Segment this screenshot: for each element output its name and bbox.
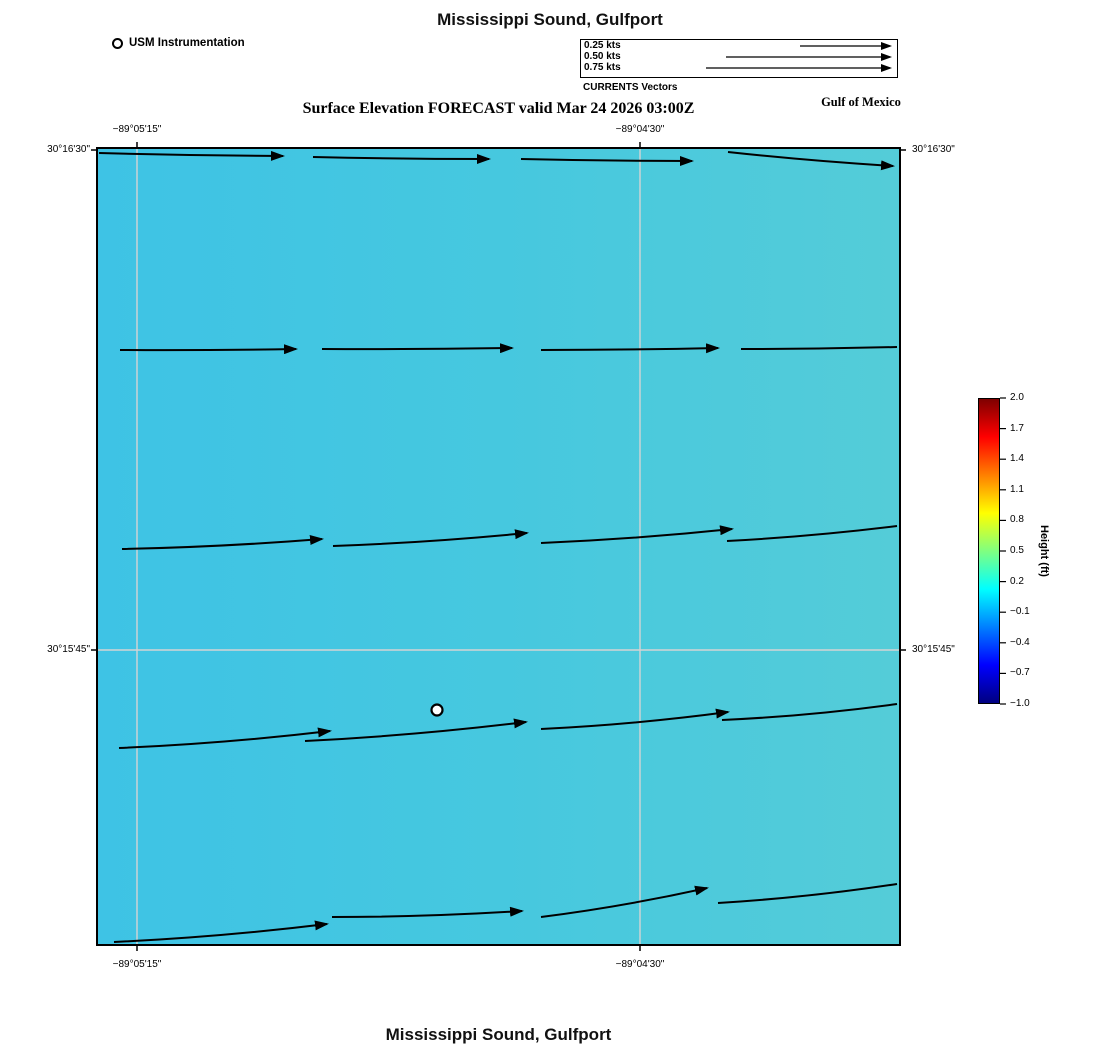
map-water-fill bbox=[97, 148, 900, 945]
station-marker-icon bbox=[112, 37, 123, 49]
current-vector-arrow bbox=[717, 883, 898, 904]
current-vector-arrow bbox=[540, 343, 720, 354]
current-vector-arrow bbox=[98, 150, 285, 161]
map-frame bbox=[96, 147, 901, 946]
current-vector-arrow bbox=[304, 718, 528, 742]
axis-tick-label-bottom: −89°04'30" bbox=[615, 959, 665, 970]
map-title-top: Mississippi Sound, Gulfport bbox=[437, 10, 663, 29]
colorbar-tick-label: −0.1 bbox=[1010, 606, 1030, 618]
station-marker bbox=[430, 703, 444, 717]
current-vector-arrow bbox=[312, 153, 491, 164]
current-vector-arrow bbox=[119, 344, 298, 355]
forecast-subtitle: Surface Elevation FORECAST valid Mar 24 … bbox=[302, 100, 695, 117]
map-title-bottom: Mississippi Sound, Gulfport bbox=[385, 1025, 612, 1044]
colorbar-tick-label: 0.8 bbox=[1010, 514, 1024, 526]
current-vector-arrow bbox=[540, 708, 730, 730]
colorbar-tick-label: 2.0 bbox=[1010, 392, 1024, 403]
colorbar-tick-label: 0.5 bbox=[1010, 545, 1024, 556]
vector-legend-title: CURRENTS Vectors bbox=[583, 82, 678, 93]
current-vector-arrow bbox=[740, 346, 898, 350]
colorbar-tick-label: −1.0 bbox=[1010, 698, 1030, 709]
axis-tick-label-right: 30°15'45" bbox=[912, 644, 955, 655]
vector-legend-entry-label: 0.50 kts bbox=[584, 51, 621, 62]
vector-legend-box bbox=[580, 39, 898, 78]
axis-tick-label-bottom: −89°05'15" bbox=[112, 959, 162, 970]
colorbar-axis-label: Height (ft) bbox=[1038, 525, 1050, 577]
current-vector-arrow bbox=[520, 155, 694, 166]
axis-tick-label-top: −89°04'30" bbox=[615, 124, 665, 135]
station-legend: USM Instrumentation bbox=[112, 37, 245, 49]
colorbar-tick-label: 1.4 bbox=[1010, 453, 1024, 465]
current-vector-arrow bbox=[113, 920, 329, 943]
current-vector-arrow bbox=[540, 525, 734, 544]
axis-tick-label-right: 30°16'30" bbox=[912, 144, 955, 155]
station-legend-label: USM Instrumentation bbox=[129, 37, 245, 49]
axis-tick-label-top: −89°05'15" bbox=[112, 124, 162, 135]
colorbar-tick-label: 0.2 bbox=[1010, 575, 1024, 587]
current-vector-arrow bbox=[331, 906, 524, 918]
colorbar-tick-label: −0.7 bbox=[1010, 667, 1030, 679]
colorbar-tick-label: 1.7 bbox=[1010, 422, 1024, 434]
current-vector-arrow bbox=[321, 343, 514, 354]
current-vector-arrow bbox=[121, 534, 324, 550]
colorbar-tick-label: 1.1 bbox=[1010, 483, 1024, 495]
current-vector-arrow bbox=[727, 151, 895, 171]
colorbar-gradient bbox=[978, 398, 1000, 704]
vector-legend-entry-label: 0.75 kts bbox=[584, 62, 621, 73]
axis-tick-label-left: 30°15'45" bbox=[47, 644, 90, 655]
current-vector-arrow bbox=[540, 885, 709, 918]
current-vector-arrow bbox=[332, 529, 529, 547]
region-label: Gulf of Mexico bbox=[821, 95, 901, 109]
current-vector-arrow bbox=[726, 525, 898, 542]
current-vector-arrow bbox=[721, 703, 898, 721]
colorbar-tick-label: −0.4 bbox=[1010, 636, 1030, 648]
axis-tick-label-left: 30°16'30" bbox=[47, 144, 90, 155]
current-vector-arrow bbox=[118, 727, 332, 749]
vector-legend-entry-label: 0.25 kts bbox=[584, 40, 621, 51]
